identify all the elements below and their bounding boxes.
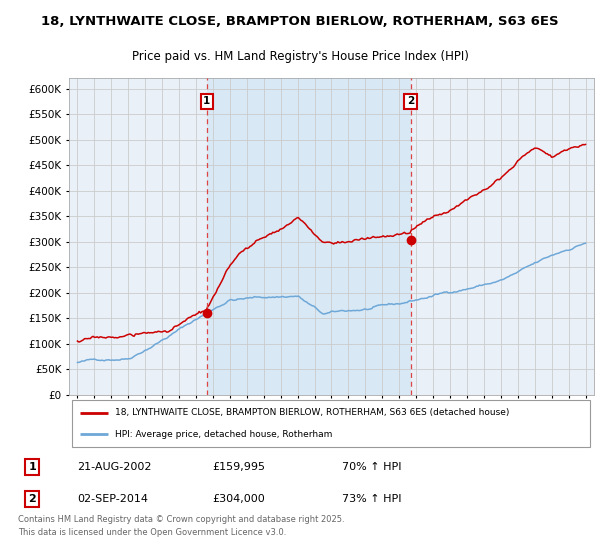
Bar — [207, 78, 410, 395]
Text: £304,000: £304,000 — [212, 494, 265, 504]
Text: 70% ↑ HPI: 70% ↑ HPI — [342, 461, 402, 472]
Text: Contains HM Land Registry data © Crown copyright and database right 2025.
This d: Contains HM Land Registry data © Crown c… — [18, 515, 344, 536]
Text: 18, LYNTHWAITE CLOSE, BRAMPTON BIERLOW, ROTHERHAM, S63 6ES (detached house): 18, LYNTHWAITE CLOSE, BRAMPTON BIERLOW, … — [115, 408, 509, 417]
Text: 2: 2 — [28, 494, 36, 504]
FancyBboxPatch shape — [71, 400, 590, 447]
Text: 1: 1 — [28, 461, 36, 472]
Text: 02-SEP-2014: 02-SEP-2014 — [77, 494, 148, 504]
Text: 21-AUG-2002: 21-AUG-2002 — [77, 461, 152, 472]
Text: 1: 1 — [203, 96, 211, 106]
Text: Price paid vs. HM Land Registry's House Price Index (HPI): Price paid vs. HM Land Registry's House … — [131, 50, 469, 63]
Text: HPI: Average price, detached house, Rotherham: HPI: Average price, detached house, Roth… — [115, 430, 332, 438]
Text: 73% ↑ HPI: 73% ↑ HPI — [342, 494, 402, 504]
Text: 18, LYNTHWAITE CLOSE, BRAMPTON BIERLOW, ROTHERHAM, S63 6ES: 18, LYNTHWAITE CLOSE, BRAMPTON BIERLOW, … — [41, 15, 559, 27]
Text: £159,995: £159,995 — [212, 461, 266, 472]
Text: 2: 2 — [407, 96, 414, 106]
